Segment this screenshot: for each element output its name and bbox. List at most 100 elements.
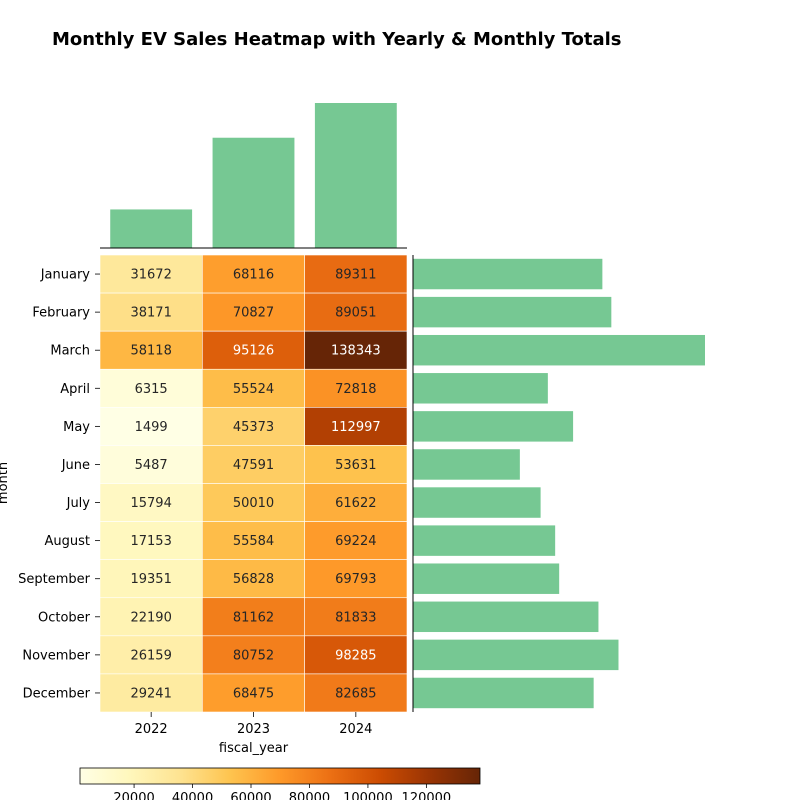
cell-value-label: 47591 <box>233 458 274 473</box>
monthly-total-bar <box>413 449 520 480</box>
colorbar-tick-label: 60000 <box>230 791 271 800</box>
heatmap-cell <box>202 673 305 713</box>
cell-value-label: 56828 <box>233 572 274 587</box>
monthly-total-bar <box>413 487 541 518</box>
year-tick-label: 2022 <box>135 722 168 737</box>
heatmap-cell <box>202 407 305 446</box>
monthly-total-bar <box>413 411 574 442</box>
year-tick-label: 2023 <box>237 722 270 737</box>
monthly-total-bar <box>413 601 599 633</box>
month-tick-label: March <box>50 344 90 359</box>
cell-value-label: 17153 <box>130 534 171 549</box>
heatmap-cell <box>99 673 203 713</box>
month-tick-label: October <box>38 610 91 625</box>
cell-value-label: 22190 <box>130 610 171 625</box>
month-tick-label: September <box>18 572 91 587</box>
month-tick-label: July <box>66 496 91 511</box>
cell-value-label: 68116 <box>233 268 274 283</box>
month-tick-label: February <box>32 306 90 321</box>
cell-value-label: 81162 <box>233 610 274 625</box>
heatmap-cell <box>99 292 203 332</box>
cell-value-label: 53631 <box>335 458 376 473</box>
heatmap-cell <box>99 330 203 370</box>
monthly-total-bar <box>413 525 556 556</box>
heatmap-cell <box>202 483 305 522</box>
heatmap-cell <box>304 483 408 522</box>
year-tick-label: 2024 <box>339 722 372 737</box>
year-axis: 2022 2023 2024 <box>135 712 372 737</box>
month-tick-label: April <box>60 382 90 397</box>
heatmap-cell <box>304 597 408 637</box>
colorbar-tick-label: 20000 <box>113 791 154 800</box>
colorbar <box>79 767 481 785</box>
heatmap-cell <box>304 407 408 446</box>
cell-value-label: 55524 <box>233 382 274 397</box>
cell-value-label: 95126 <box>233 344 274 359</box>
heatmap-cell <box>202 330 305 370</box>
monthly-total-bar <box>413 373 548 404</box>
cell-value-label: 45373 <box>233 420 274 435</box>
heatmap-cells <box>99 254 408 713</box>
yearly-total-bar <box>314 103 397 248</box>
cell-value-label: 69224 <box>335 534 376 549</box>
cell-value-label: 112997 <box>331 420 381 435</box>
month-tick-label: December <box>23 686 91 701</box>
cell-value-label: 72818 <box>335 382 376 397</box>
cell-value-label: 138343 <box>331 344 381 359</box>
cell-value-label: 29241 <box>130 686 171 701</box>
month-tick-label: May <box>63 420 90 435</box>
cell-value-label: 68475 <box>233 686 274 701</box>
cell-value-label: 82685 <box>335 686 376 701</box>
month-tick-label: November <box>22 648 90 663</box>
heatmap-cell <box>202 445 305 484</box>
monthly-total-bar <box>413 334 705 366</box>
x-axis-label: fiscal_year <box>219 741 289 756</box>
cell-value-label: 5487 <box>135 458 168 473</box>
heatmap-cell <box>304 292 408 332</box>
chart-title: Monthly EV Sales Heatmap with Yearly & M… <box>52 29 622 50</box>
cell-value-label: 80752 <box>233 648 274 663</box>
cell-value-label: 69793 <box>335 572 376 587</box>
monthly-total-bar <box>413 258 603 290</box>
y-axis-label: month <box>0 462 11 504</box>
colorbar-tick-label: 120000 <box>402 791 452 800</box>
month-tick-label: August <box>45 534 91 549</box>
heatmap-cell <box>202 559 305 599</box>
heatmap-cell <box>99 483 203 522</box>
yearly-total-bars <box>110 103 397 248</box>
yearly-total-bar <box>212 137 295 248</box>
colorbar-tick-label: 100000 <box>343 791 393 800</box>
cell-value-label: 55584 <box>233 534 274 549</box>
heatmap-cell <box>304 254 408 294</box>
heatmap-cell <box>304 559 408 599</box>
cell-value-label: 89311 <box>335 268 376 283</box>
heatmap-cell <box>99 407 203 446</box>
cell-value-label: 81833 <box>335 610 376 625</box>
month-tick-label: January <box>40 268 91 283</box>
cell-value-label: 61622 <box>335 496 376 511</box>
cell-value-label: 26159 <box>130 648 171 663</box>
heatmap-cell-labels: 31672 68116 89311 38171 70827 89051 58118 95126… <box>130 268 380 702</box>
cell-value-label: 70827 <box>233 306 274 321</box>
heatmap-cell <box>99 559 203 599</box>
heatmap-cell <box>99 445 203 484</box>
monthly-total-bar <box>413 639 619 671</box>
yearly-total-bar <box>110 209 193 248</box>
heatmap-cell <box>304 521 408 560</box>
heatmap-cell <box>99 597 203 637</box>
cell-value-label: 15794 <box>130 496 171 511</box>
monthly-total-bar <box>413 563 560 594</box>
cell-value-label: 98285 <box>335 648 376 663</box>
colorbar-axis: 20000 40000 60000 80000 100000 120000 <box>113 784 451 800</box>
cell-value-label: 89051 <box>335 306 376 321</box>
heatmap-cell <box>304 330 408 370</box>
cell-value-label: 6315 <box>135 382 168 397</box>
heatmap-cell <box>304 673 408 713</box>
heatmap-cell <box>304 368 408 408</box>
colorbar-tick-label: 40000 <box>172 791 213 800</box>
cell-value-label: 1499 <box>135 420 168 435</box>
colorbar-tick-label: 80000 <box>289 791 330 800</box>
cell-value-label: 31672 <box>130 268 171 283</box>
month-axis: January February March April May June July Augu… <box>18 268 100 701</box>
